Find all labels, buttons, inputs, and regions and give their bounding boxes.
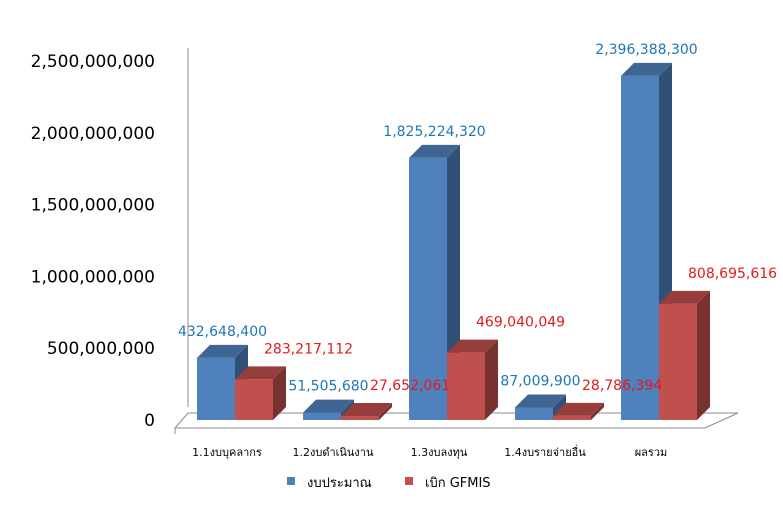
data-label: 28,786,394 bbox=[582, 378, 662, 394]
x-tick-label: ผลรวม bbox=[635, 446, 668, 459]
data-label: 469,040,049 bbox=[476, 315, 565, 331]
data-label: 283,217,112 bbox=[264, 341, 353, 357]
y-tick-label: 2,000,000,000 bbox=[31, 124, 155, 144]
bar-top-face bbox=[659, 290, 710, 304]
x-tick-label: 1.2งบดำเนินงาน bbox=[292, 446, 374, 459]
bar-side-face bbox=[485, 339, 498, 420]
bar-top-face bbox=[409, 144, 460, 158]
bar bbox=[447, 339, 498, 420]
bar bbox=[553, 402, 604, 420]
x-axis: 1.1งบบุคลากร 1.2งบดำเนินงาน 1.3งบลงทุน 1.4ง… bbox=[192, 444, 667, 459]
legend-swatch bbox=[405, 477, 413, 485]
bar-front-face bbox=[659, 303, 697, 420]
bar bbox=[515, 394, 566, 420]
x-tick-label: 1.1งบบุคลากร bbox=[192, 446, 262, 459]
bar-top-face bbox=[553, 402, 604, 416]
bar-front-face bbox=[341, 416, 379, 420]
data-label: 1,825,224,320 bbox=[383, 124, 485, 140]
bar-front-face bbox=[303, 412, 341, 420]
bar-top-face bbox=[341, 403, 392, 417]
bar-front-face bbox=[235, 379, 273, 420]
data-label: 2,396,388,300 bbox=[595, 42, 697, 58]
bar-front-face bbox=[197, 357, 235, 420]
data-label: 51,505,680 bbox=[288, 379, 368, 395]
data-label: 432,648,400 bbox=[178, 324, 267, 340]
y-tick-label: 1,500,000,000 bbox=[31, 196, 155, 216]
bar bbox=[659, 290, 710, 420]
y-tick-label: 2,500,000,000 bbox=[31, 52, 155, 72]
bar-front-face bbox=[447, 352, 485, 420]
bars bbox=[197, 62, 710, 421]
legend-swatch bbox=[287, 477, 295, 485]
y-tick-label: 1,000,000,000 bbox=[31, 267, 155, 287]
legend-item: เบิก GFMIS bbox=[405, 476, 491, 491]
y-tick-label: 500,000,000 bbox=[47, 339, 155, 359]
bar-top-face bbox=[447, 339, 498, 353]
bar-side-face bbox=[697, 290, 710, 420]
bar-front-face bbox=[621, 75, 659, 421]
legend-item: งบประมาณ bbox=[287, 476, 372, 491]
bar-side-face bbox=[273, 366, 286, 420]
bar bbox=[235, 366, 286, 420]
bar-front-face bbox=[515, 407, 553, 420]
bar-top-face bbox=[235, 366, 286, 380]
x-tick-label: 1.4งบรายจ่ายอื่น bbox=[504, 444, 586, 459]
legend: งบประมาณ เบิก GFMIS bbox=[287, 476, 491, 491]
bar-top-face bbox=[515, 394, 566, 408]
bar-side-face bbox=[591, 402, 604, 420]
data-label: 87,009,900 bbox=[500, 374, 580, 390]
bar-top-face bbox=[621, 62, 672, 76]
bar-front-face bbox=[409, 157, 447, 421]
data-label: 27,652,061 bbox=[370, 378, 450, 394]
data-label: 808,695,616 bbox=[688, 266, 777, 282]
y-axis: 0 500,000,000 1,000,000,000 1,500,000,000 2,… bbox=[31, 52, 155, 431]
bar bbox=[341, 403, 392, 420]
legend-label: เบิก GFMIS bbox=[425, 476, 491, 491]
y-tick-label: 0 bbox=[144, 411, 155, 431]
legend-label: งบประมาณ bbox=[307, 476, 372, 491]
bar-front-face bbox=[553, 415, 591, 420]
bar-top-face bbox=[303, 399, 354, 413]
bar-side-face bbox=[379, 403, 392, 420]
bar-top-face bbox=[197, 344, 248, 358]
x-tick-label: 1.3งบลงทุน bbox=[411, 446, 468, 459]
